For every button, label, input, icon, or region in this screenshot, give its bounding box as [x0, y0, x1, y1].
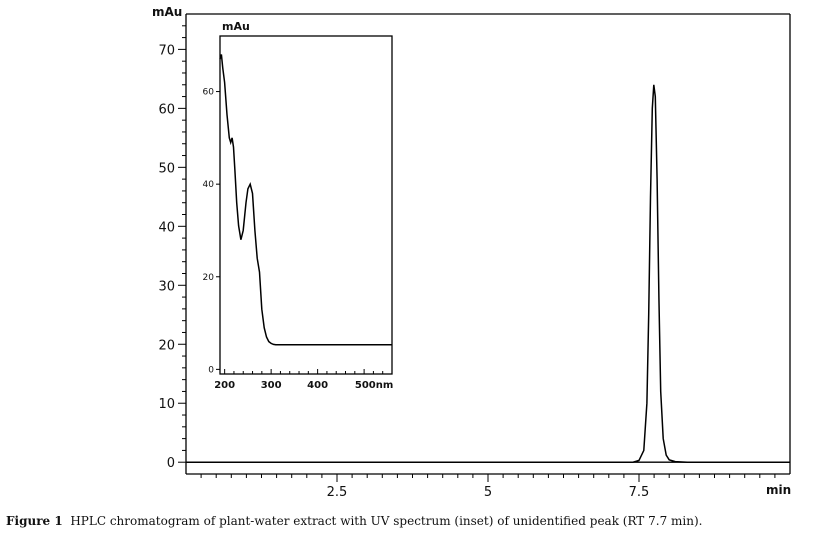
main-y-axis-label: mAu — [152, 5, 182, 19]
main-y-ticks: 0 10 20 30 40 50 60 70 — [158, 25, 186, 471]
main-y-tick-label: 40 — [158, 220, 175, 235]
inset-y-tick-label: 40 — [203, 180, 215, 190]
inset-chart: 0 20 40 60 200 300 400 500nm mAu — [203, 20, 394, 391]
inset-x-tick-label: 200 — [214, 380, 235, 391]
main-x-tick-label: 2.5 — [327, 485, 348, 500]
inset-y-tick-label: 60 — [203, 88, 215, 98]
main-x-ticks: 2.5 5 7.5 — [200, 474, 776, 500]
main-y-tick-label: 60 — [158, 102, 175, 117]
inset-y-ticks: 0 20 40 60 — [203, 88, 220, 375]
main-y-tick-label: 50 — [158, 161, 175, 176]
main-y-tick-label: 30 — [158, 279, 175, 294]
figure-caption-label: Figure 1 — [6, 514, 63, 528]
inset-x-tick-label: 500nm — [355, 380, 393, 391]
inset-series-line — [219, 54, 392, 346]
inset-x-tick-label: 300 — [261, 380, 282, 391]
inset-x-tick-label: 400 — [307, 380, 328, 391]
main-x-tick-label: 7.5 — [629, 485, 650, 500]
inset-y-tick-label: 0 — [208, 365, 214, 375]
main-x-tick-label: 5 — [484, 485, 492, 500]
inset-frame — [219, 35, 393, 375]
figure-caption-text: HPLC chromatogram of plant-water extract… — [70, 514, 703, 528]
main-y-tick-label: 70 — [158, 43, 175, 58]
inset-y-axis-label: mAu — [222, 20, 250, 33]
main-y-tick-label: 0 — [167, 456, 175, 471]
inset-x-ticks: 200 300 400 500nm — [214, 369, 393, 391]
inset-y-tick-label: 20 — [203, 273, 215, 283]
main-y-tick-label: 10 — [158, 397, 175, 412]
main-chart: 0 10 20 30 40 50 60 70 2.5 5 7.5 mAu min — [152, 5, 791, 500]
main-series-line — [186, 84, 790, 463]
main-y-tick-label: 20 — [158, 338, 175, 353]
figure-caption: Figure 1 HPLC chromatogram of plant-wate… — [6, 514, 806, 528]
chart: 0 10 20 30 40 50 60 70 2.5 5 7.5 mAu min 0 20 40 60 … — [152, 5, 791, 500]
main-x-axis-label: min — [766, 483, 791, 497]
